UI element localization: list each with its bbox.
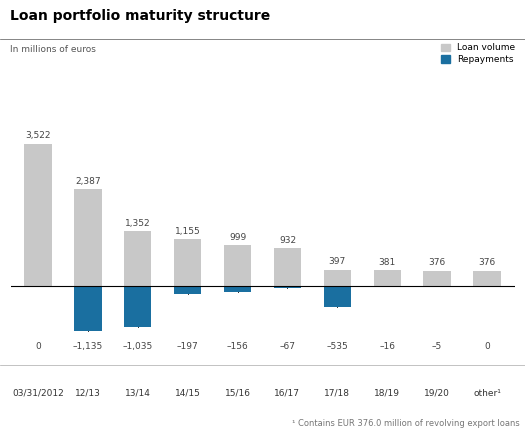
Text: 376: 376 — [478, 258, 496, 267]
Text: 932: 932 — [279, 236, 296, 245]
Text: –535: –535 — [327, 342, 348, 351]
Bar — [323, 270, 351, 286]
Bar — [24, 144, 51, 286]
Bar — [74, 190, 101, 286]
Text: –197: –197 — [177, 342, 198, 351]
Text: 0: 0 — [35, 342, 41, 351]
Text: 16/17: 16/17 — [275, 389, 300, 398]
Text: ¹ Contains EUR 376.0 million of revolving export loans: ¹ Contains EUR 376.0 million of revolvin… — [292, 419, 520, 428]
Text: 2,387: 2,387 — [75, 177, 101, 186]
Text: 3,522: 3,522 — [25, 131, 51, 140]
Text: 381: 381 — [379, 258, 396, 267]
Text: 397: 397 — [329, 257, 346, 267]
Text: –67: –67 — [279, 342, 296, 351]
Bar — [474, 270, 501, 286]
Text: 999: 999 — [229, 233, 246, 242]
Text: 1,352: 1,352 — [125, 219, 151, 228]
Bar — [373, 270, 401, 286]
Text: 19/20: 19/20 — [424, 389, 450, 398]
Bar — [174, 239, 202, 286]
Text: Loan portfolio maturity structure: Loan portfolio maturity structure — [10, 9, 271, 22]
Legend: Loan volume, Repayments: Loan volume, Repayments — [441, 43, 515, 64]
Text: 03/31/2012: 03/31/2012 — [12, 389, 64, 398]
Text: –16: –16 — [379, 342, 395, 351]
Text: other¹: other¹ — [473, 389, 501, 398]
Bar — [74, 286, 101, 331]
Bar — [124, 231, 152, 286]
Text: In millions of euros: In millions of euros — [10, 45, 97, 54]
Text: 376: 376 — [428, 258, 446, 267]
Bar — [174, 286, 202, 294]
Text: 0: 0 — [484, 342, 490, 351]
Text: –1,135: –1,135 — [73, 342, 103, 351]
Bar — [224, 286, 251, 292]
Text: –5: –5 — [432, 342, 442, 351]
Text: –1,035: –1,035 — [123, 342, 153, 351]
Text: 12/13: 12/13 — [75, 389, 101, 398]
Text: 18/19: 18/19 — [374, 389, 400, 398]
Bar — [274, 248, 301, 286]
Bar — [424, 270, 451, 286]
Text: 1,155: 1,155 — [175, 227, 201, 236]
Bar — [274, 286, 301, 289]
Text: 17/18: 17/18 — [324, 389, 350, 398]
Bar — [323, 286, 351, 307]
Bar — [124, 286, 152, 327]
Text: 13/14: 13/14 — [125, 389, 151, 398]
Text: –156: –156 — [227, 342, 248, 351]
Text: 14/15: 14/15 — [175, 389, 201, 398]
Bar — [224, 245, 251, 286]
Text: 15/16: 15/16 — [225, 389, 250, 398]
